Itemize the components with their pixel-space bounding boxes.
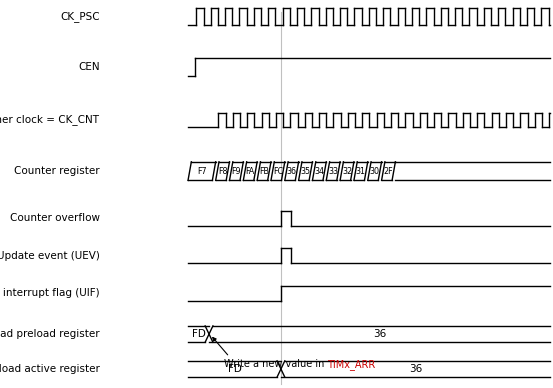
Text: FB: FB [259,166,269,176]
Text: 2F: 2F [384,166,393,176]
Text: Counter overflow: Counter overflow [9,213,100,223]
Text: FC: FC [273,166,283,176]
Text: 36: 36 [409,364,422,374]
Text: 34: 34 [314,166,325,176]
Text: Update interrupt flag (UIF): Update interrupt flag (UIF) [0,288,100,298]
Text: Write a new value in: Write a new value in [224,359,327,369]
Text: Auto-reload active register: Auto-reload active register [0,364,100,374]
Text: 31: 31 [356,166,366,176]
Text: TIMx_ARR: TIMx_ARR [327,359,375,370]
Text: F8: F8 [218,166,227,176]
Text: 36: 36 [286,166,297,176]
Text: Auto-reload preload register: Auto-reload preload register [0,329,100,339]
Text: 36: 36 [373,329,386,339]
Text: CK_PSC: CK_PSC [60,11,100,22]
Text: 35: 35 [300,166,311,176]
Text: Timer clock = CK_CNT: Timer clock = CK_CNT [0,114,100,125]
Text: CEN: CEN [78,62,100,72]
Text: FD: FD [191,329,206,339]
Text: FA: FA [246,166,255,176]
Text: FD: FD [227,364,242,374]
Text: Counter register: Counter register [14,166,100,176]
Text: 33: 33 [328,166,338,176]
Text: F7: F7 [197,166,207,176]
Text: F9: F9 [232,166,241,176]
Text: 32: 32 [342,166,352,176]
Text: 30: 30 [369,166,380,176]
Text: Update event (UEV): Update event (UEV) [0,251,100,261]
